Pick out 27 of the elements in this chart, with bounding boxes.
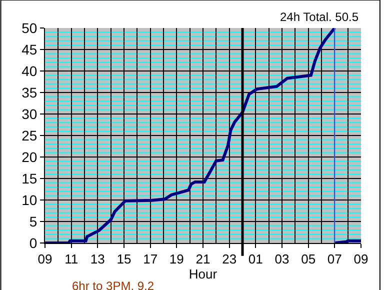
- y-tick-label: 45: [22, 41, 38, 58]
- y-tick-label: 50: [22, 20, 38, 36]
- text: 24h Total. 50.5: [280, 10, 359, 24]
- x-tick-label: 21: [196, 252, 210, 267]
- y-tick-label: 15: [22, 170, 38, 186]
- x-tick-label: 03: [274, 252, 290, 267]
- x-tick-label: 13: [90, 252, 105, 267]
- x-tick-label: 23: [222, 252, 237, 267]
- x-tick-label: 17: [143, 252, 158, 267]
- y-tick-label: 30: [22, 106, 38, 122]
- y-tick-label: 10: [22, 192, 38, 208]
- x-tick-label: 19: [169, 252, 184, 267]
- y-tick-label: 5: [29, 213, 38, 230]
- x-tick-label: 11: [64, 252, 78, 267]
- text: 6hr to 3PM. 9.2: [72, 279, 154, 290]
- y-tick-label: 20: [22, 148, 38, 165]
- y-tick-label: 35: [22, 84, 38, 100]
- x-tick-label: 07: [327, 252, 342, 267]
- x-tick-label: 09: [354, 252, 368, 267]
- x-tick-label: 09: [38, 252, 52, 267]
- x-tick-label: 05: [301, 252, 316, 267]
- x-tick-label: 01: [248, 252, 263, 267]
- x-axis-title: Hour: [188, 266, 218, 282]
- y-tick-label: 40: [22, 62, 38, 79]
- y-tick-label: 0: [29, 234, 38, 251]
- x-tick-label: 15: [116, 252, 132, 267]
- y-tick-label: 25: [22, 127, 38, 144]
